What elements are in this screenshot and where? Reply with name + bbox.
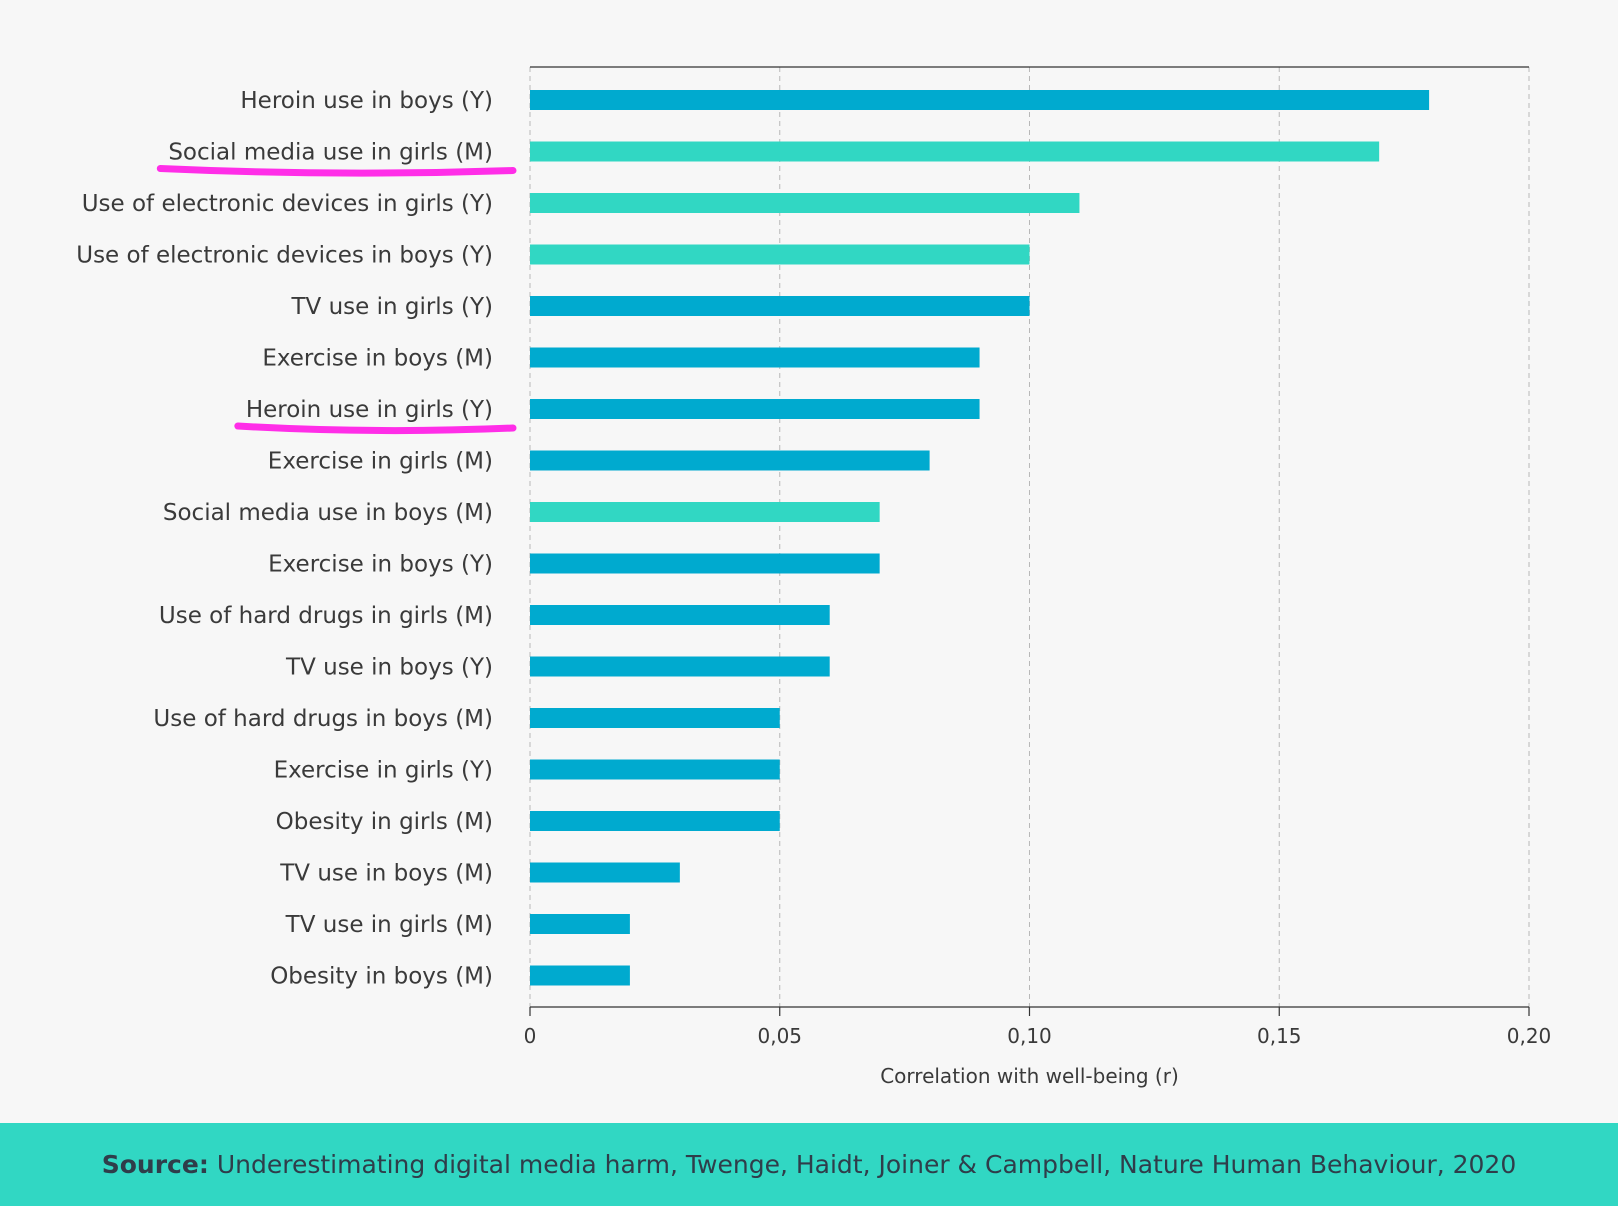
bar [530, 296, 1030, 316]
x-axis-title: Correlation with well-being (r) [880, 1064, 1179, 1088]
x-tick-label: 0,05 [757, 1024, 802, 1048]
bar [530, 759, 780, 780]
category-label: Exercise in boys (Y) [268, 552, 493, 578]
category-label: TV use in boys (Y) [285, 655, 493, 681]
bar [530, 553, 880, 574]
x-tick-label: 0,15 [1257, 1024, 1302, 1048]
category-label: Use of electronic devices in girls (Y) [82, 191, 493, 217]
bar-chart: Heroin use in boys (Y) Social media use i… [76, 66, 1552, 1088]
category-label: Use of electronic devices in boys (Y) [76, 243, 493, 269]
category-label: Exercise in girls (Y) [274, 758, 493, 784]
bar [530, 605, 830, 625]
category-label: Social media use in boys (M) [163, 500, 493, 526]
bar [530, 862, 680, 883]
bar [530, 502, 880, 522]
bar [530, 347, 980, 368]
category-label: TV use in girls (M) [285, 912, 493, 938]
category-label: Obesity in girls (M) [276, 809, 493, 835]
category-labels: Heroin use in boys (Y) Social media use i… [76, 88, 517, 990]
x-tick-label: 0,20 [1507, 1024, 1552, 1048]
bar [530, 708, 780, 728]
bar [530, 656, 830, 677]
category-label: Exercise in girls (M) [268, 449, 493, 475]
bar [530, 244, 1030, 265]
bar [530, 90, 1430, 110]
x-tick-labels: 0 0,05 0,10 0,15 0,20 [524, 1007, 1552, 1048]
bars [530, 90, 1430, 986]
category-label: TV use in girls (Y) [290, 294, 493, 320]
bar [530, 811, 780, 831]
category-label: TV use in boys (M) [279, 861, 493, 887]
grid-lines [529, 67, 1530, 1007]
bar [530, 965, 630, 986]
highlight-underline [234, 422, 517, 435]
x-tick-label: 0,10 [1007, 1024, 1052, 1048]
category-label: Use of hard drugs in boys (M) [153, 706, 493, 732]
bar [530, 193, 1080, 213]
bar [530, 399, 980, 419]
category-label: Exercise in boys (M) [262, 346, 493, 372]
category-label: Use of hard drugs in girls (M) [159, 603, 493, 629]
highlight-underline [156, 165, 517, 177]
bar [530, 914, 630, 934]
x-tick-label: 0 [524, 1024, 537, 1048]
category-label: Social media use in girls (M) [168, 140, 493, 166]
source-text: Underestimating digital media harm, Twen… [216, 1150, 1517, 1179]
category-label: Heroin use in boys (Y) [240, 88, 493, 114]
source-footer: Source: Underestimating digital media ha… [0, 1123, 1618, 1206]
category-label: Heroin use in girls (Y) [246, 397, 493, 423]
category-label: Obesity in boys (M) [270, 964, 493, 990]
bar [530, 141, 1380, 162]
bar [530, 450, 930, 471]
source-label: Source: [101, 1150, 209, 1179]
